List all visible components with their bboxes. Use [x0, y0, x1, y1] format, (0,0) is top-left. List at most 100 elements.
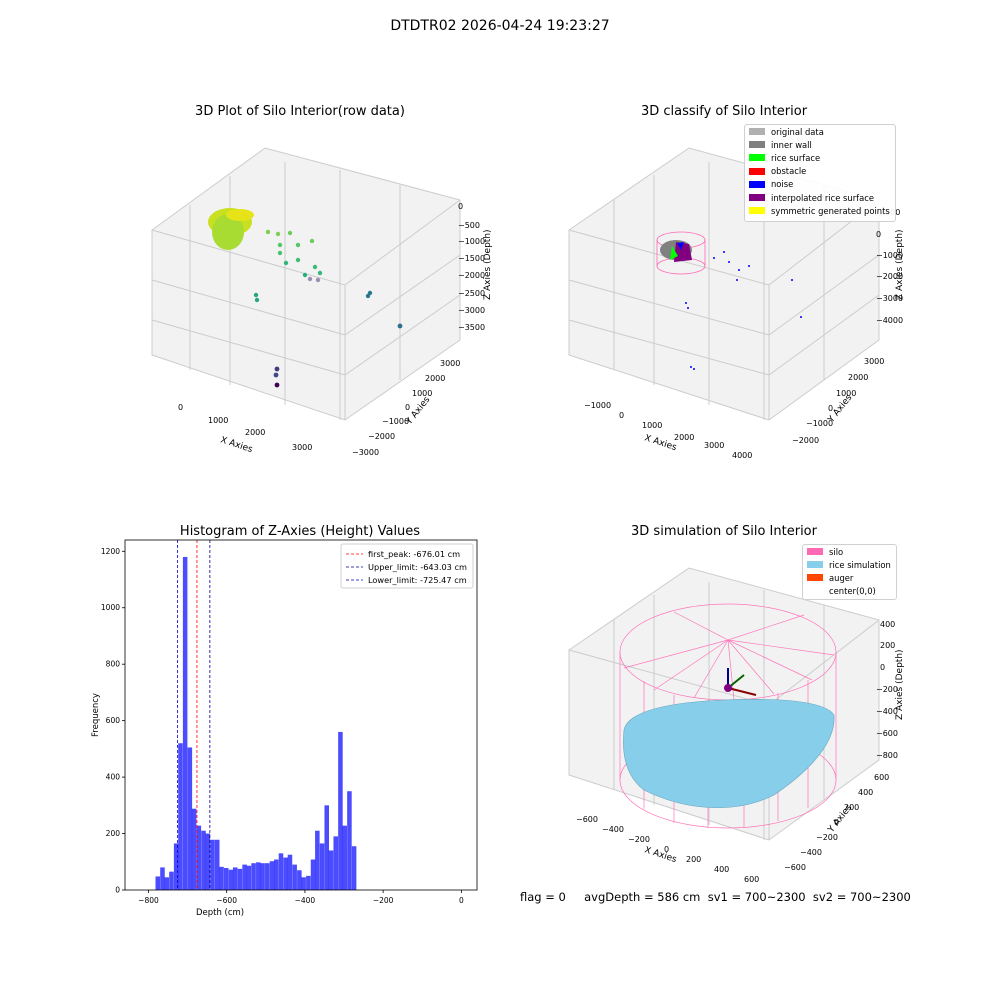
- p4-ytick: −600: [784, 863, 806, 872]
- legend-label: Upper_limit: -643.03 cm: [368, 562, 467, 572]
- histogram-bar: [351, 846, 357, 890]
- p1-xtick: 0: [178, 403, 183, 412]
- p4-ytick: 200: [844, 803, 859, 812]
- p4-legend-swatch: [807, 561, 823, 569]
- p2-ztick: −2000: [876, 272, 903, 281]
- p2-ytick: −2000: [792, 436, 819, 445]
- p2-legend-label: symmetric generated points: [771, 205, 890, 216]
- histogram-bar: [292, 864, 297, 890]
- panel1-3d-axes: 0 1000 2000 3000 X Axies 3000 2000 1000 …: [151, 147, 493, 457]
- p1-ztick: −2000: [458, 271, 485, 280]
- p2-legend-swatch: [749, 154, 765, 162]
- p2-legend-item: inner wall: [745, 138, 895, 151]
- p4-ytick: −200: [816, 833, 838, 842]
- p1-ztick: −3500: [458, 323, 485, 332]
- panel1-points: [208, 208, 403, 388]
- legend-label: first_peak: -676.01 cm: [368, 549, 460, 559]
- histogram-bar: [342, 825, 347, 890]
- p2-ztick: 0: [876, 230, 881, 239]
- y-tick-label: 600: [106, 716, 121, 725]
- p4-legend-item: center(0,0): [803, 585, 896, 598]
- p2-xlabel: X Axies: [643, 433, 678, 453]
- p4-xtick: −600: [576, 815, 598, 824]
- p4-xtick: −200: [628, 835, 650, 844]
- p1-xtick: 2000: [245, 428, 265, 437]
- status-line: flag = 0 avgDepth = 586 cm sv1 = 700~230…: [520, 890, 911, 904]
- p4-legend-swatch: [807, 574, 823, 582]
- p4-ztick: 200: [880, 641, 895, 650]
- histogram-bar: [338, 731, 343, 890]
- panel2-title: 3D classify of Silo Interior: [640, 104, 808, 119]
- histogram-bar: [237, 868, 243, 890]
- p1-ytick: −2000: [368, 432, 395, 441]
- p4-xtick: 400: [714, 865, 729, 874]
- p1-xlabel: X Axies: [219, 435, 254, 455]
- y-axis-label: Frequency: [91, 693, 101, 737]
- y-tick-label: 200: [106, 829, 121, 838]
- histogram-bar: [328, 850, 334, 890]
- p4-ztick: −600: [876, 729, 898, 738]
- x-tick-label: −200: [373, 896, 394, 905]
- p1-ytick: 0: [405, 403, 410, 412]
- p4-legend-label: auger: [829, 572, 854, 583]
- panel1-pane-frame: [151, 147, 461, 421]
- histogram-bar: [196, 825, 202, 890]
- p4-legend-label: rice simulation: [829, 559, 891, 570]
- p2-ytick: 2000: [848, 373, 868, 382]
- histogram-bar: [182, 556, 188, 890]
- p4-ytick: −400: [800, 848, 822, 857]
- p2-legend-swatch: [749, 167, 765, 175]
- p2-legend-item: original data: [745, 125, 895, 138]
- x-tick-label: −800: [138, 896, 159, 905]
- histogram-bar: [232, 867, 238, 890]
- panel4-title: 3D simulation of Silo Interior: [631, 524, 817, 539]
- p1-xtick: 1000: [208, 416, 228, 425]
- p4-ytick: 600: [874, 773, 889, 782]
- histogram-chart: −800 −600 −400 −200 0 0 200 400 600 800 1000 1200 De…: [91, 539, 478, 918]
- histogram-bar: [246, 865, 252, 890]
- p4-legend-label: silo: [829, 546, 844, 557]
- histogram-bar: [301, 877, 306, 890]
- p4-zlabel: Z Axies (Depth): [895, 649, 904, 720]
- p1-ytick: 3000: [440, 359, 460, 368]
- p4-ztick: 0: [880, 663, 885, 672]
- histogram-bar: [169, 871, 174, 890]
- p4-legend-item: silo: [803, 545, 896, 558]
- p2-ztick: −4000: [876, 316, 903, 325]
- p2-legend-swatch: [749, 194, 765, 202]
- panel1-title: 3D Plot of Silo Interior(row data): [195, 104, 405, 119]
- x-tick-label: 0: [459, 896, 464, 905]
- p4-xlabel: X Axies: [643, 845, 678, 865]
- rice-surface: [623, 699, 835, 809]
- histogram-bar: [324, 805, 330, 890]
- panel4-3d-axes: −600 −400 −200 0 200 400 600 X Axies 600…: [568, 567, 904, 884]
- p4-ztick: 400: [880, 620, 895, 629]
- figure-title: DTDTR02 2026-04-24 19:23:27: [390, 18, 610, 34]
- histogram-bar: [214, 839, 220, 890]
- p2-legend-swatch: [749, 141, 765, 149]
- histogram-bar: [333, 836, 338, 890]
- p2-xtick: 4000: [732, 451, 752, 460]
- p2-legend-swatch: [749, 207, 765, 215]
- histogram-frame: [124, 539, 478, 891]
- histogram-bar: [173, 843, 179, 890]
- p2-legend-label: noise: [771, 179, 794, 190]
- histogram-bar: [178, 743, 183, 890]
- histogram-bar: [187, 747, 193, 890]
- p4-legend-item: rice simulation: [803, 558, 896, 571]
- p4-ylabel: Y Axies: [826, 803, 855, 836]
- p4-xtick: −400: [602, 825, 624, 834]
- p2-xtick: 3000: [704, 441, 724, 450]
- x-tick-label: −400: [295, 896, 316, 905]
- p1-ytick: 1000: [412, 389, 432, 398]
- p2-legend-label: interpolated rice surface: [771, 192, 874, 203]
- panel2-silo-points: [656, 231, 802, 370]
- p1-ztick: −3000: [458, 306, 485, 315]
- histogram-bar: [265, 863, 270, 890]
- histogram-bar: [347, 791, 352, 890]
- panel4-legend: silo rice simulation auger center(0,0): [802, 544, 897, 600]
- y-tick-label: 1000: [101, 603, 120, 612]
- histogram-bar: [205, 833, 211, 890]
- histogram-bar: [283, 857, 288, 890]
- histogram-bar: [223, 867, 229, 890]
